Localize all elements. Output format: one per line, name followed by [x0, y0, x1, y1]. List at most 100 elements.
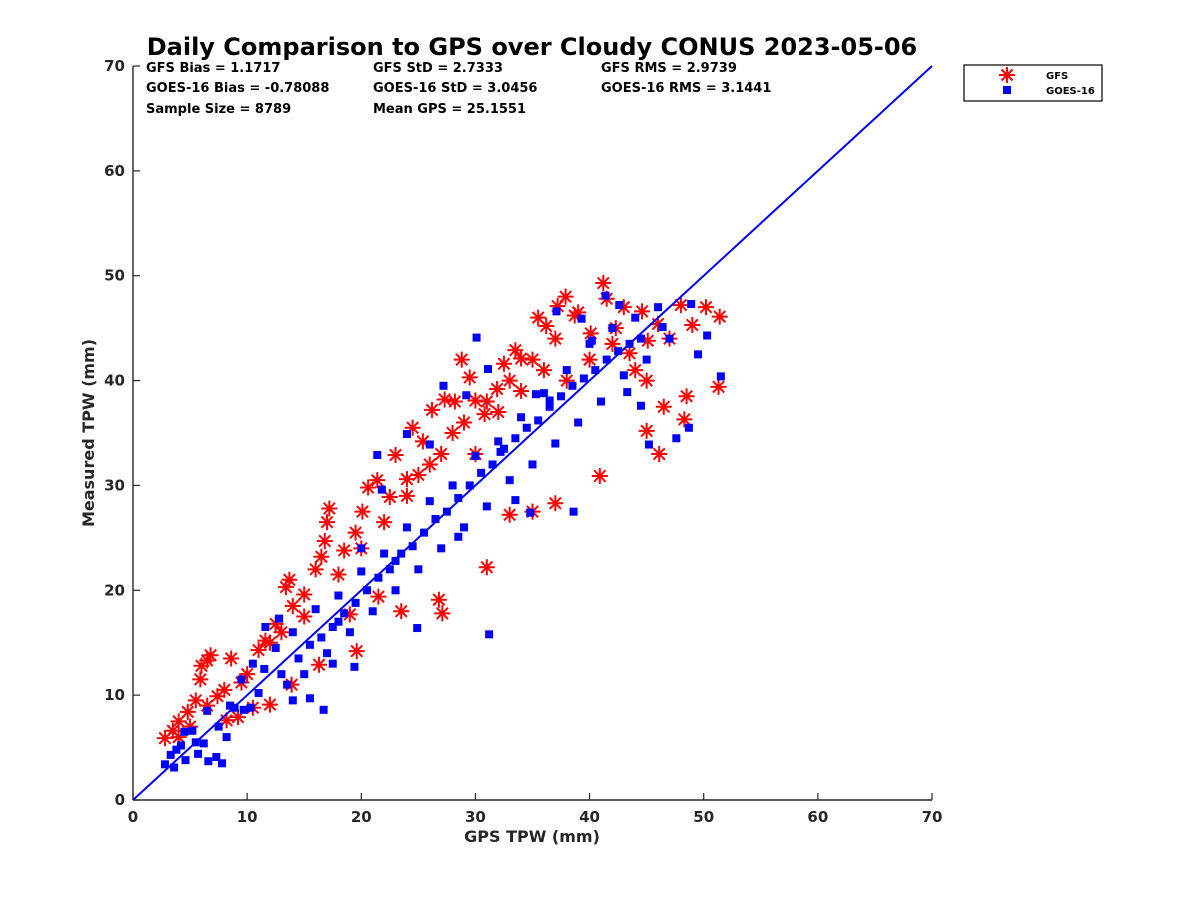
gfs-point: [711, 308, 728, 325]
goes16-point: [181, 756, 190, 765]
goes16-point: [237, 675, 246, 684]
goes16-point: [577, 314, 586, 323]
goes16-point: [454, 532, 463, 541]
gfs-point: [655, 398, 672, 415]
gfs-point: [547, 495, 564, 512]
gfs-point: [283, 676, 300, 693]
goes16-point: [340, 609, 349, 618]
gfs-point: [495, 355, 512, 372]
gfs-point: [430, 591, 447, 608]
stat-mean-gps: Mean GPS = 25.1551: [373, 102, 526, 117]
goes16-point: [551, 439, 560, 448]
gfs-point: [478, 559, 495, 576]
gfs-point: [436, 391, 453, 408]
gfs-point: [398, 487, 415, 504]
goes16-point: [591, 366, 600, 375]
goes16-point: [218, 759, 227, 768]
goes16-point: [362, 586, 371, 595]
gfs-point: [615, 299, 632, 316]
goes16-point: [615, 301, 624, 310]
goes16-point: [214, 722, 223, 731]
goes16-point: [619, 371, 628, 380]
x-tick-label: 70: [922, 808, 943, 826]
gfs-point: [591, 467, 608, 484]
goes16-point: [602, 355, 611, 364]
gfs-point: [444, 425, 461, 441]
gfs-point: [319, 514, 336, 531]
gfs-point: [582, 325, 599, 342]
gfs-point: [296, 586, 313, 603]
goes16-point: [345, 628, 354, 637]
legend-marker-gfs: [999, 67, 1015, 83]
gfs-point: [209, 688, 226, 705]
goes16-point: [614, 347, 623, 356]
goes16-point: [248, 659, 257, 668]
series-gfs: [156, 275, 728, 747]
gfs-point: [478, 393, 495, 410]
goes16-point: [212, 753, 221, 762]
gfs-point: [281, 571, 298, 588]
goes16-point: [254, 689, 263, 698]
gfs-point: [651, 445, 668, 462]
goes16-point: [511, 496, 520, 505]
goes16-point: [483, 365, 492, 374]
gfs-point: [223, 650, 240, 667]
goes16-point: [672, 434, 681, 443]
goes16-point: [568, 381, 577, 390]
gfs-point: [261, 696, 278, 713]
gfs-point: [311, 656, 328, 673]
goes16-point: [160, 760, 169, 769]
gfs-point: [634, 303, 651, 320]
goes16-point: [203, 706, 212, 715]
goes16-point: [658, 323, 667, 332]
gfs-point: [341, 606, 358, 623]
goes16-point: [425, 497, 434, 506]
goes16-point: [188, 726, 197, 735]
goes16-point: [526, 508, 535, 517]
gfs-point: [182, 718, 199, 735]
gfs-point: [676, 411, 693, 428]
y-ticks: 0 10 20 30 40 50 60 70: [104, 57, 140, 809]
gfs-point: [467, 392, 484, 409]
gfs-point: [557, 288, 574, 305]
goes16-point: [180, 727, 189, 736]
gfs-point: [456, 414, 473, 431]
goes16-point: [288, 696, 297, 705]
legend-marker-goes16: [1003, 86, 1011, 94]
gfs-point: [156, 730, 173, 747]
gfs-point: [360, 479, 377, 496]
gfs-point: [672, 297, 689, 314]
goes16-point: [454, 494, 463, 503]
gfs-point: [313, 548, 330, 565]
x-tick-label: 50: [693, 808, 714, 826]
goes16-point: [439, 381, 448, 390]
gfs-point: [216, 681, 233, 698]
gfs-point: [501, 372, 518, 389]
gfs-point: [370, 588, 387, 605]
goes16-point: [545, 402, 554, 411]
stat-gfs-std: GFS StD = 2.7333: [373, 61, 503, 76]
y-tick-label: 50: [104, 267, 125, 285]
x-tick-label: 0: [128, 808, 138, 826]
goes16-point: [425, 440, 434, 449]
goes16-point: [684, 423, 693, 432]
gfs-point: [369, 472, 386, 489]
goes16-point: [528, 460, 537, 469]
goes16-point: [222, 733, 231, 742]
gfs-point: [434, 605, 451, 622]
legend: GFS GOES-16: [963, 64, 1103, 102]
gfs-point: [558, 372, 575, 389]
goes16-point: [642, 355, 651, 364]
gfs-point: [621, 345, 638, 362]
goes16-point: [194, 749, 203, 758]
axes: 0 10 20 30 40 50 60 70 0 10 20 30 40 50 60 70: [104, 57, 942, 826]
gfs-point: [179, 703, 196, 720]
goes16-point: [517, 413, 526, 422]
goes16-point: [623, 388, 632, 397]
gfs-point: [476, 406, 493, 423]
goes16-point: [511, 434, 520, 443]
x-tick-label: 30: [465, 808, 486, 826]
goes16-point: [716, 372, 725, 381]
gfs-point: [639, 332, 656, 349]
goes16-point: [408, 542, 417, 551]
